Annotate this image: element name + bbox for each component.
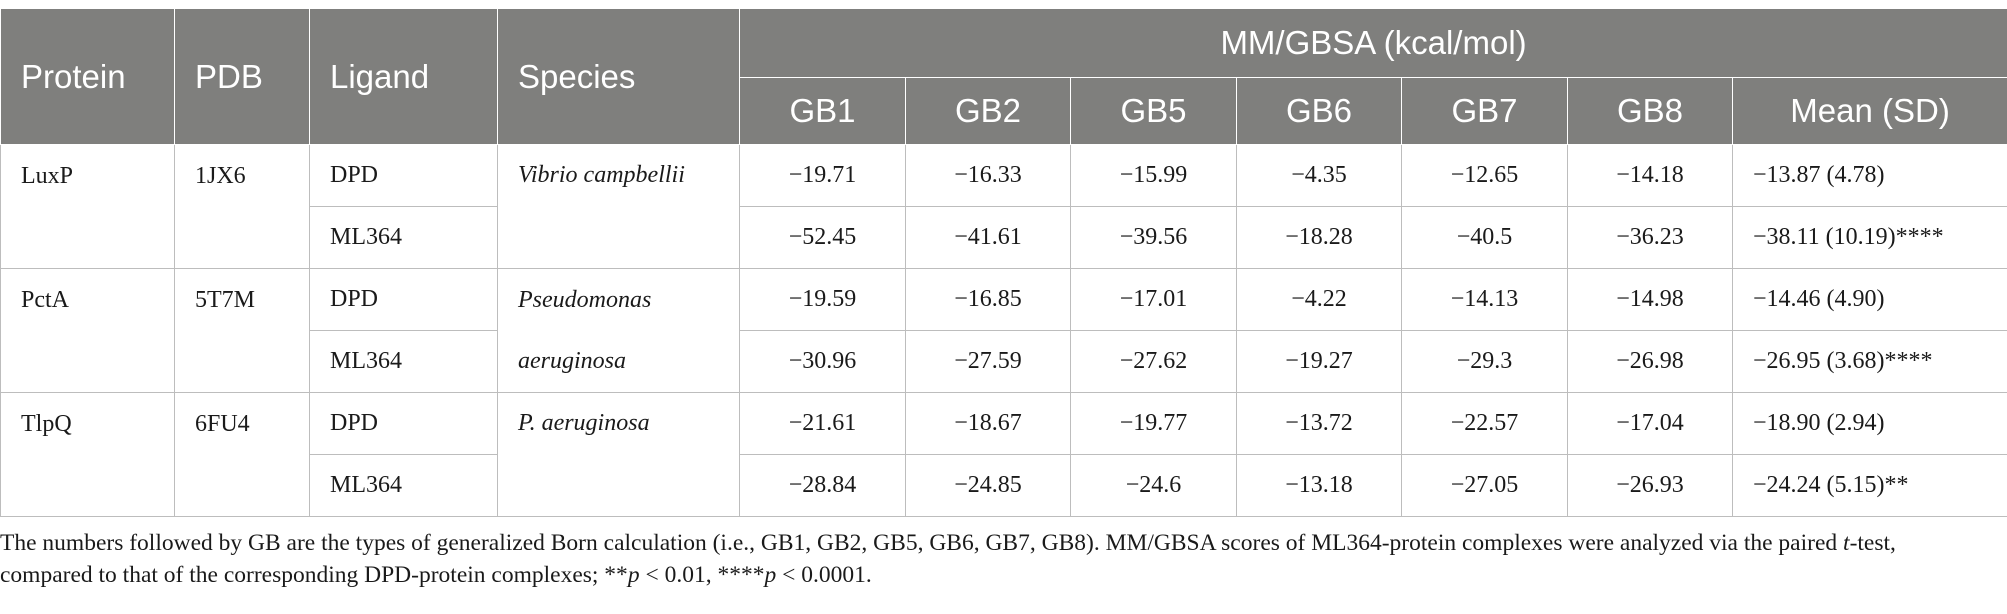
cell-species: Vibrio campbellii (497, 144, 740, 269)
table-row: PctA 5T7M DPD Pseudomonas aeruginosa −19… (0, 268, 2007, 393)
cell-gb2: −27.59 (905, 330, 1071, 393)
cell-gb6: −19.27 (1236, 330, 1402, 393)
cell-gb8: −26.98 (1567, 330, 1733, 393)
cell-gb8: −17.04 (1567, 392, 1733, 455)
footnote-text-4: < 0.0001. (776, 562, 872, 588)
cell-gb7: −27.05 (1401, 454, 1568, 517)
cell-gb5: −19.77 (1070, 392, 1237, 455)
header-mean-sd: Mean (SD) (1731, 77, 2007, 145)
header-gb8: GB8 (1567, 77, 1733, 145)
cell-gb6: −4.22 (1236, 268, 1402, 331)
cell-ligand: ML364 (309, 330, 498, 393)
cell-gb8: −36.23 (1567, 206, 1733, 269)
footnote-t: t (1843, 530, 1850, 556)
header-ligand: Ligand (309, 8, 498, 145)
cell-gb7: −12.65 (1401, 144, 1568, 207)
mmgbsa-table: Protein PDB Ligand Species MM/GBSA (kcal… (0, 8, 2007, 517)
cell-protein: TlpQ (0, 392, 175, 517)
footnote-text-1: The numbers followed by GB are the types… (0, 530, 1844, 556)
header-gb5: GB5 (1070, 77, 1237, 145)
footnote-p2: p (764, 562, 777, 588)
cell-gb6: −13.18 (1236, 454, 1402, 517)
header-protein: Protein (0, 8, 175, 145)
cell-mean-sd: −13.87 (4.78) (1731, 144, 2007, 207)
header-species: Species (497, 8, 740, 145)
cell-mean-sd: −18.90 (2.94) (1731, 392, 2007, 455)
cell-gb5: −17.01 (1070, 268, 1237, 331)
cell-gb1: −30.96 (739, 330, 906, 393)
cell-gb1: −19.59 (739, 268, 906, 331)
cell-gb1: −21.61 (739, 392, 906, 455)
cell-ligand: DPD (309, 392, 498, 455)
cell-ligand: ML364 (309, 206, 498, 269)
cell-gb7: −40.5 (1401, 206, 1568, 269)
cell-species: P. aeruginosa (497, 392, 740, 517)
footnote-text-3: < 0.01, **** (639, 562, 765, 588)
cell-gb6: −13.72 (1236, 392, 1402, 455)
cell-mean-sd: −38.11 (10.19)**** (1731, 206, 2007, 269)
header-gb7: GB7 (1401, 77, 1568, 145)
cell-gb1: −52.45 (739, 206, 906, 269)
cell-ligand: ML364 (309, 454, 498, 517)
cell-gb6: −18.28 (1236, 206, 1402, 269)
cell-gb5: −27.62 (1070, 330, 1237, 393)
cell-mean-sd: −24.24 (5.15)** (1731, 454, 2007, 517)
cell-gb2: −24.85 (905, 454, 1071, 517)
cell-ligand: DPD (309, 268, 498, 331)
cell-gb2: −41.61 (905, 206, 1071, 269)
cell-gb6: −4.35 (1236, 144, 1402, 207)
cell-mean-sd: −26.95 (3.68)**** (1731, 330, 2007, 393)
cell-gb5: −24.6 (1070, 454, 1237, 517)
cell-pdb: 1JX6 (174, 144, 310, 269)
footnote-text-2: -test, compared to that of the correspon… (0, 530, 1896, 588)
table-footnote: The numbers followed by GB are the types… (0, 527, 1990, 591)
table-row: ML364 −30.96 −27.59 −27.62 −19.27 −29.3 … (1, 330, 2007, 393)
cell-gb7: −29.3 (1401, 330, 1568, 393)
header-pdb: PDB (174, 8, 310, 145)
cell-gb7: −22.57 (1401, 392, 1568, 455)
cell-gb7: −14.13 (1401, 268, 1568, 331)
cell-gb8: −14.98 (1567, 268, 1733, 331)
cell-gb2: −16.85 (905, 268, 1071, 331)
cell-gb8: −26.93 (1567, 454, 1733, 517)
table-row: LuxP 1JX6 DPD Vibrio campbellii −19.71 −… (0, 144, 2007, 269)
header-mmgbsa-group: MM/GBSA (kcal/mol) (738, 8, 2007, 78)
cell-gb2: −16.33 (905, 144, 1071, 207)
cell-pdb: 5T7M (174, 268, 310, 393)
cell-gb1: −28.84 (739, 454, 906, 517)
cell-gb1: −19.71 (739, 144, 906, 207)
header-gb1: GB1 (739, 77, 906, 145)
cell-gb8: −14.18 (1567, 144, 1733, 207)
cell-species: Pseudomonas aeruginosa (497, 268, 740, 393)
cell-protein: LuxP (0, 144, 175, 269)
cell-mean-sd: −14.46 (4.90) (1731, 268, 2007, 331)
cell-ligand: DPD (309, 144, 498, 207)
cell-gb5: −15.99 (1070, 144, 1237, 207)
header-gb2: GB2 (905, 77, 1071, 145)
cell-gb5: −39.56 (1070, 206, 1237, 269)
cell-pdb: 6FU4 (174, 392, 310, 517)
header-gb6: GB6 (1236, 77, 1402, 145)
table-row: ML364 −28.84 −24.85 −24.6 −13.18 −27.05 … (1, 454, 2007, 517)
cell-gb2: −18.67 (905, 392, 1071, 455)
table-container: Protein PDB Ligand Species MM/GBSA (kcal… (0, 8, 2007, 517)
cell-protein: PctA (0, 268, 175, 393)
table-row: TlpQ 6FU4 DPD P. aeruginosa −21.61 −18.6… (0, 392, 2007, 517)
footnote-p1: p (627, 562, 640, 588)
